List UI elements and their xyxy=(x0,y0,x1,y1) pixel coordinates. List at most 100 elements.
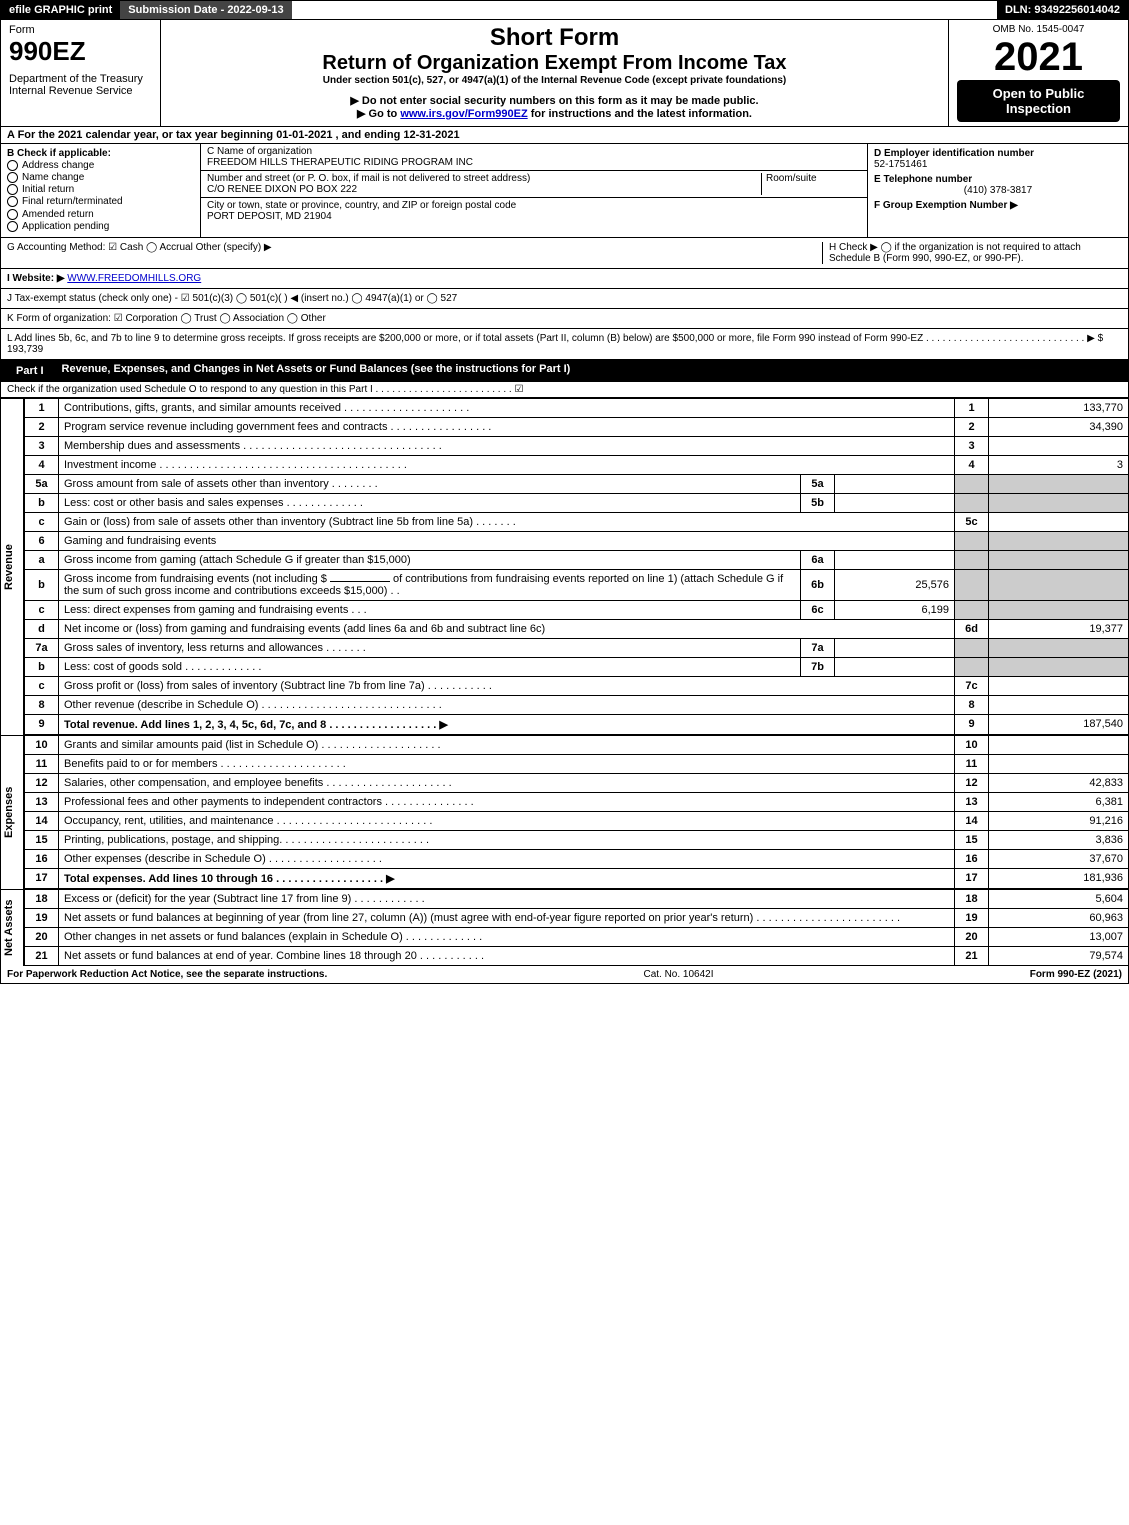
check-address-change[interactable]: Address change xyxy=(7,160,194,171)
irs-label: Internal Revenue Service xyxy=(9,85,152,97)
section-def: D Employer identification number 52-1751… xyxy=(868,144,1128,237)
table-row: 6Gaming and fundraising events xyxy=(25,531,1129,550)
table-row: 4Investment income . . . . . . . . . . .… xyxy=(25,455,1129,474)
c-room-label: Room/suite xyxy=(761,173,861,195)
check-amended-return[interactable]: Amended return xyxy=(7,209,194,220)
form-word: Form xyxy=(9,24,152,36)
c-city-label: City or town, state or province, country… xyxy=(207,200,861,211)
table-row: bLess: cost of goods sold . . . . . . . … xyxy=(25,657,1129,676)
table-row: 14Occupancy, rent, utilities, and mainte… xyxy=(25,811,1129,830)
table-row: 5aGross amount from sale of assets other… xyxy=(25,474,1129,493)
footer-left: For Paperwork Reduction Act Notice, see … xyxy=(7,969,327,980)
section-l-amount: 193,739 xyxy=(7,344,43,355)
goto-note: ▶ Go to www.irs.gov/Form990EZ for instru… xyxy=(169,107,940,120)
dept-treasury: Department of the Treasury xyxy=(9,73,152,85)
short-form-title: Short Form xyxy=(169,24,940,52)
check-application-pending[interactable]: Application pending xyxy=(7,221,194,232)
part1-check-note: Check if the organization used Schedule … xyxy=(0,382,1129,398)
table-row: 19Net assets or fund balances at beginni… xyxy=(25,908,1129,927)
header-center: Short Form Return of Organization Exempt… xyxy=(161,20,948,126)
table-row: aGross income from gaming (attach Schedu… xyxy=(25,550,1129,569)
table-row: dNet income or (loss) from gaming and fu… xyxy=(25,619,1129,638)
form-header: Form 990EZ Department of the Treasury In… xyxy=(0,20,1129,127)
netassets-table: 18Excess or (deficit) for the year (Subt… xyxy=(24,889,1129,966)
part1-header: Part I Revenue, Expenses, and Changes in… xyxy=(0,360,1129,382)
section-k: K Form of organization: ☑ Corporation ◯ … xyxy=(0,309,1129,329)
c-street-label: Number and street (or P. O. box, if mail… xyxy=(207,173,761,184)
part1-label: Part I xyxy=(6,363,54,379)
section-h: H Check ▶ ◯ if the organization is not r… xyxy=(822,242,1122,264)
section-b-title: B Check if applicable: xyxy=(7,148,194,159)
table-row: 11Benefits paid to or for members . . . … xyxy=(25,754,1129,773)
table-row: cGain or (loss) from sale of assets othe… xyxy=(25,512,1129,531)
info-row: B Check if applicable: Address change Na… xyxy=(0,144,1129,238)
table-row: 1Contributions, gifts, grants, and simil… xyxy=(25,398,1129,417)
table-row: cGross profit or (loss) from sales of in… xyxy=(25,676,1129,695)
irs-link[interactable]: www.irs.gov/Form990EZ xyxy=(400,108,527,120)
website-label: I Website: ▶ xyxy=(7,273,65,284)
table-row: 12Salaries, other compensation, and empl… xyxy=(25,773,1129,792)
table-row: 21Net assets or fund balances at end of … xyxy=(25,946,1129,965)
section-gh: G Accounting Method: ☑ Cash ◯ Accrual Ot… xyxy=(0,238,1129,269)
table-row: 15Printing, publications, postage, and s… xyxy=(25,830,1129,849)
footer-right: Form 990-EZ (2021) xyxy=(1030,969,1122,980)
table-row: 18Excess or (deficit) for the year (Subt… xyxy=(25,889,1129,908)
tax-year: 2021 xyxy=(957,35,1120,80)
header-right: OMB No. 1545-0047 2021 Open to Public In… xyxy=(948,20,1128,126)
page-footer: For Paperwork Reduction Act Notice, see … xyxy=(0,966,1129,984)
dln-label: DLN: 93492256014042 xyxy=(997,1,1128,19)
revenue-section: Revenue 1Contributions, gifts, grants, a… xyxy=(0,398,1129,735)
table-row: 10Grants and similar amounts paid (list … xyxy=(25,735,1129,754)
table-row: 9Total revenue. Add lines 1, 2, 3, 4, 5c… xyxy=(25,714,1129,734)
expenses-section: Expenses 10Grants and similar amounts pa… xyxy=(0,735,1129,889)
table-row: bGross income from fundraising events (n… xyxy=(25,569,1129,600)
top-bar: efile GRAPHIC print Submission Date - 20… xyxy=(0,0,1129,20)
table-row: 16Other expenses (describe in Schedule O… xyxy=(25,849,1129,868)
expenses-vlabel: Expenses xyxy=(0,735,24,889)
d-ein: 52-1751461 xyxy=(874,159,1122,170)
table-row: 2Program service revenue including gover… xyxy=(25,417,1129,436)
f-group-label: F Group Exemption Number ▶ xyxy=(874,200,1122,211)
section-l-text: L Add lines 5b, 6c, and 7b to line 9 to … xyxy=(7,333,1103,344)
check-name-change[interactable]: Name change xyxy=(7,172,194,183)
table-row: 8Other revenue (describe in Schedule O) … xyxy=(25,695,1129,714)
section-j: J Tax-exempt status (check only one) - ☑… xyxy=(0,289,1129,309)
table-row: 3Membership dues and assessments . . . .… xyxy=(25,436,1129,455)
return-title: Return of Organization Exempt From Incom… xyxy=(169,52,940,75)
expenses-table: 10Grants and similar amounts paid (list … xyxy=(24,735,1129,889)
section-l: L Add lines 5b, 6c, and 7b to line 9 to … xyxy=(0,329,1129,360)
no-ssn-note: ▶ Do not enter social security numbers o… xyxy=(169,94,940,107)
check-initial-return[interactable]: Initial return xyxy=(7,184,194,195)
part1-title: Revenue, Expenses, and Changes in Net As… xyxy=(62,363,571,379)
header-left: Form 990EZ Department of the Treasury In… xyxy=(1,20,161,126)
section-b: B Check if applicable: Address change Na… xyxy=(1,144,201,237)
c-org-name: FREEDOM HILLS THERAPEUTIC RIDING PROGRAM… xyxy=(207,157,861,168)
table-row: 7aGross sales of inventory, less returns… xyxy=(25,638,1129,657)
table-row: 20Other changes in net assets or fund ba… xyxy=(25,927,1129,946)
section-g: G Accounting Method: ☑ Cash ◯ Accrual Ot… xyxy=(7,242,822,264)
submission-date: Submission Date - 2022-09-13 xyxy=(120,1,291,19)
table-row: cLess: direct expenses from gaming and f… xyxy=(25,600,1129,619)
table-row: 13Professional fees and other payments t… xyxy=(25,792,1129,811)
netassets-section: Net Assets 18Excess or (deficit) for the… xyxy=(0,889,1129,966)
section-a: A For the 2021 calendar year, or tax yea… xyxy=(0,127,1129,144)
e-phone: (410) 378-3817 xyxy=(874,185,1122,196)
table-row: 17Total expenses. Add lines 10 through 1… xyxy=(25,868,1129,888)
netassets-vlabel: Net Assets xyxy=(0,889,24,966)
section-c: C Name of organization FREEDOM HILLS THE… xyxy=(201,144,868,237)
d-ein-label: D Employer identification number xyxy=(874,148,1122,159)
check-final-return[interactable]: Final return/terminated xyxy=(7,196,194,207)
revenue-table: 1Contributions, gifts, grants, and simil… xyxy=(24,398,1129,735)
under-section: Under section 501(c), 527, or 4947(a)(1)… xyxy=(169,75,940,86)
section-i: I Website: ▶ WWW.FREEDOMHILLS.ORG xyxy=(0,269,1129,289)
e-phone-label: E Telephone number xyxy=(874,174,1122,185)
footer-center: Cat. No. 10642I xyxy=(643,969,713,980)
form-number: 990EZ xyxy=(9,36,152,67)
open-public-badge: Open to Public Inspection xyxy=(957,80,1120,122)
website-link[interactable]: WWW.FREEDOMHILLS.ORG xyxy=(67,273,201,284)
omb-number: OMB No. 1545-0047 xyxy=(957,24,1120,35)
efile-label: efile GRAPHIC print xyxy=(1,1,120,19)
c-street: C/O RENEE DIXON PO BOX 222 xyxy=(207,184,761,195)
revenue-vlabel: Revenue xyxy=(0,398,24,735)
c-name-label: C Name of organization xyxy=(207,146,861,157)
